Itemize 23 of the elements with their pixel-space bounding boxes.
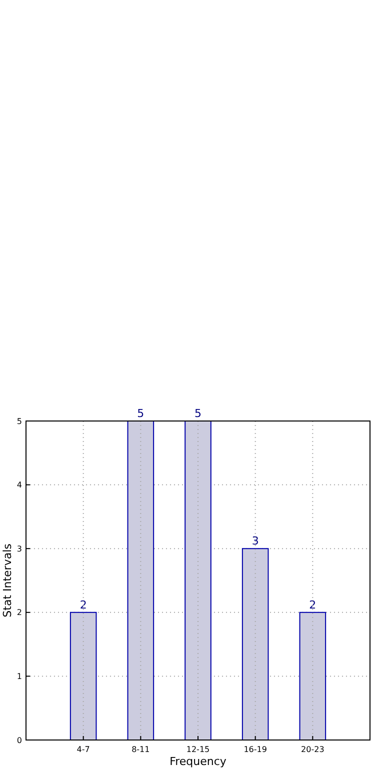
x-tick-label: 4-7: [76, 745, 90, 754]
bar: [299, 612, 326, 740]
x-tick-label: 12-15: [186, 745, 210, 754]
x-axis-title: Frequency: [170, 755, 227, 768]
y-axis-title: Stat Intervals: [1, 543, 14, 618]
bar: [127, 420, 154, 740]
data-label: 5: [137, 407, 144, 420]
y-tick-label: 2: [16, 608, 22, 618]
bar: [242, 548, 269, 740]
y-tick-label: 4: [16, 480, 22, 490]
data-label: 5: [194, 407, 202, 420]
y-tick-label: 0: [16, 736, 22, 745]
y-tick-label: 5: [16, 416, 22, 426]
data-label: 2: [80, 598, 87, 612]
x-tick-label: 8-11: [132, 745, 150, 754]
y-tick-label: 1: [16, 672, 22, 681]
x-tick-label: 20-23: [301, 745, 324, 754]
data-label: 3: [252, 534, 259, 548]
bar: [70, 612, 97, 740]
bar: [184, 420, 212, 740]
data-label: 2: [309, 598, 316, 612]
y-tick-label: 3: [16, 544, 22, 554]
x-tick-label: 16-19: [244, 745, 267, 754]
